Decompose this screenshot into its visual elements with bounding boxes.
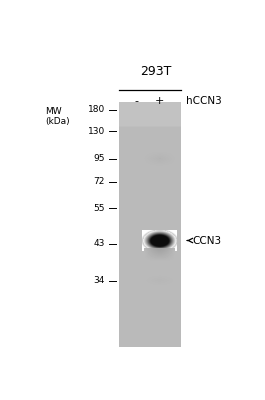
Text: CCN3: CCN3 — [192, 236, 222, 246]
Text: 43: 43 — [94, 239, 105, 248]
Text: 34: 34 — [94, 276, 105, 285]
Text: -: - — [135, 96, 139, 106]
Text: 180: 180 — [88, 105, 105, 114]
Text: MW
(kDa): MW (kDa) — [46, 106, 70, 126]
Text: 72: 72 — [94, 178, 105, 186]
Text: 95: 95 — [94, 154, 105, 163]
Text: +: + — [155, 96, 164, 106]
Text: 55: 55 — [94, 204, 105, 213]
Text: 130: 130 — [88, 127, 105, 136]
Text: hCCN3: hCCN3 — [186, 96, 222, 106]
Text: 293T: 293T — [140, 65, 171, 78]
